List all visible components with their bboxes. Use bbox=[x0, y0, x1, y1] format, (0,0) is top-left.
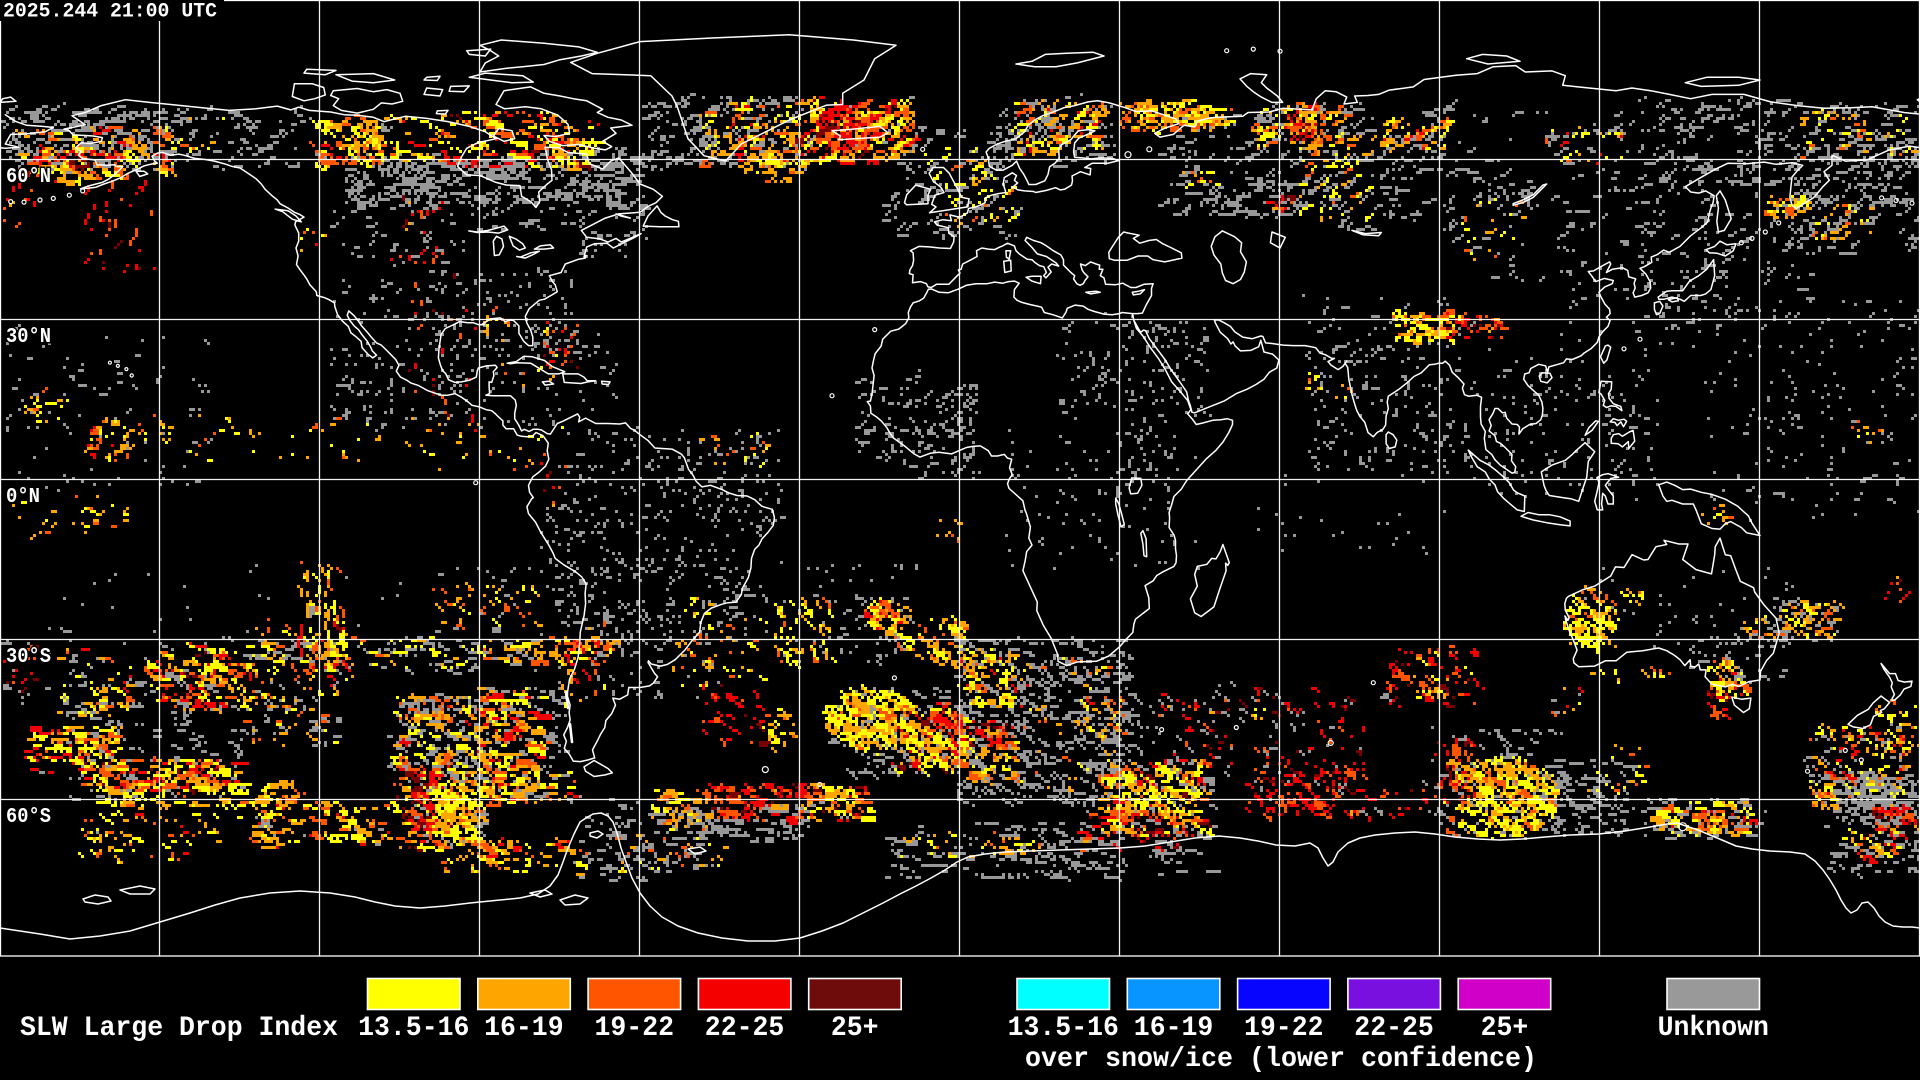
svg-text:19-22: 19-22 bbox=[595, 1013, 675, 1044]
svg-text:13.5-16: 13.5-16 bbox=[358, 1013, 469, 1044]
svg-text:19-22: 19-22 bbox=[1244, 1013, 1324, 1044]
svg-text:2025.244 21:00 UTC: 2025.244 21:00 UTC bbox=[3, 1, 217, 24]
svg-text:16-19: 16-19 bbox=[1134, 1013, 1214, 1044]
svg-text:13.5-16: 13.5-16 bbox=[1008, 1013, 1119, 1044]
svg-text:SLW Large Drop Index: SLW Large Drop Index bbox=[20, 1013, 338, 1044]
svg-text:0°N: 0°N bbox=[6, 486, 40, 509]
svg-text:30°S: 30°S bbox=[6, 646, 51, 669]
svg-text:over snow/ice (lower confidenc: over snow/ice (lower confidence) bbox=[1025, 1044, 1537, 1075]
svg-text:22-25: 22-25 bbox=[1354, 1013, 1434, 1044]
svg-text:25+: 25+ bbox=[1481, 1013, 1529, 1044]
svg-text:25+: 25+ bbox=[831, 1013, 879, 1044]
svg-text:60°N: 60°N bbox=[6, 166, 51, 189]
svg-text:22-25: 22-25 bbox=[705, 1013, 785, 1044]
svg-text:30°N: 30°N bbox=[6, 326, 51, 349]
svg-text:16-19: 16-19 bbox=[484, 1013, 563, 1044]
svg-text:Unknown: Unknown bbox=[1658, 1013, 1769, 1044]
svg-text:60°S: 60°S bbox=[6, 806, 51, 829]
